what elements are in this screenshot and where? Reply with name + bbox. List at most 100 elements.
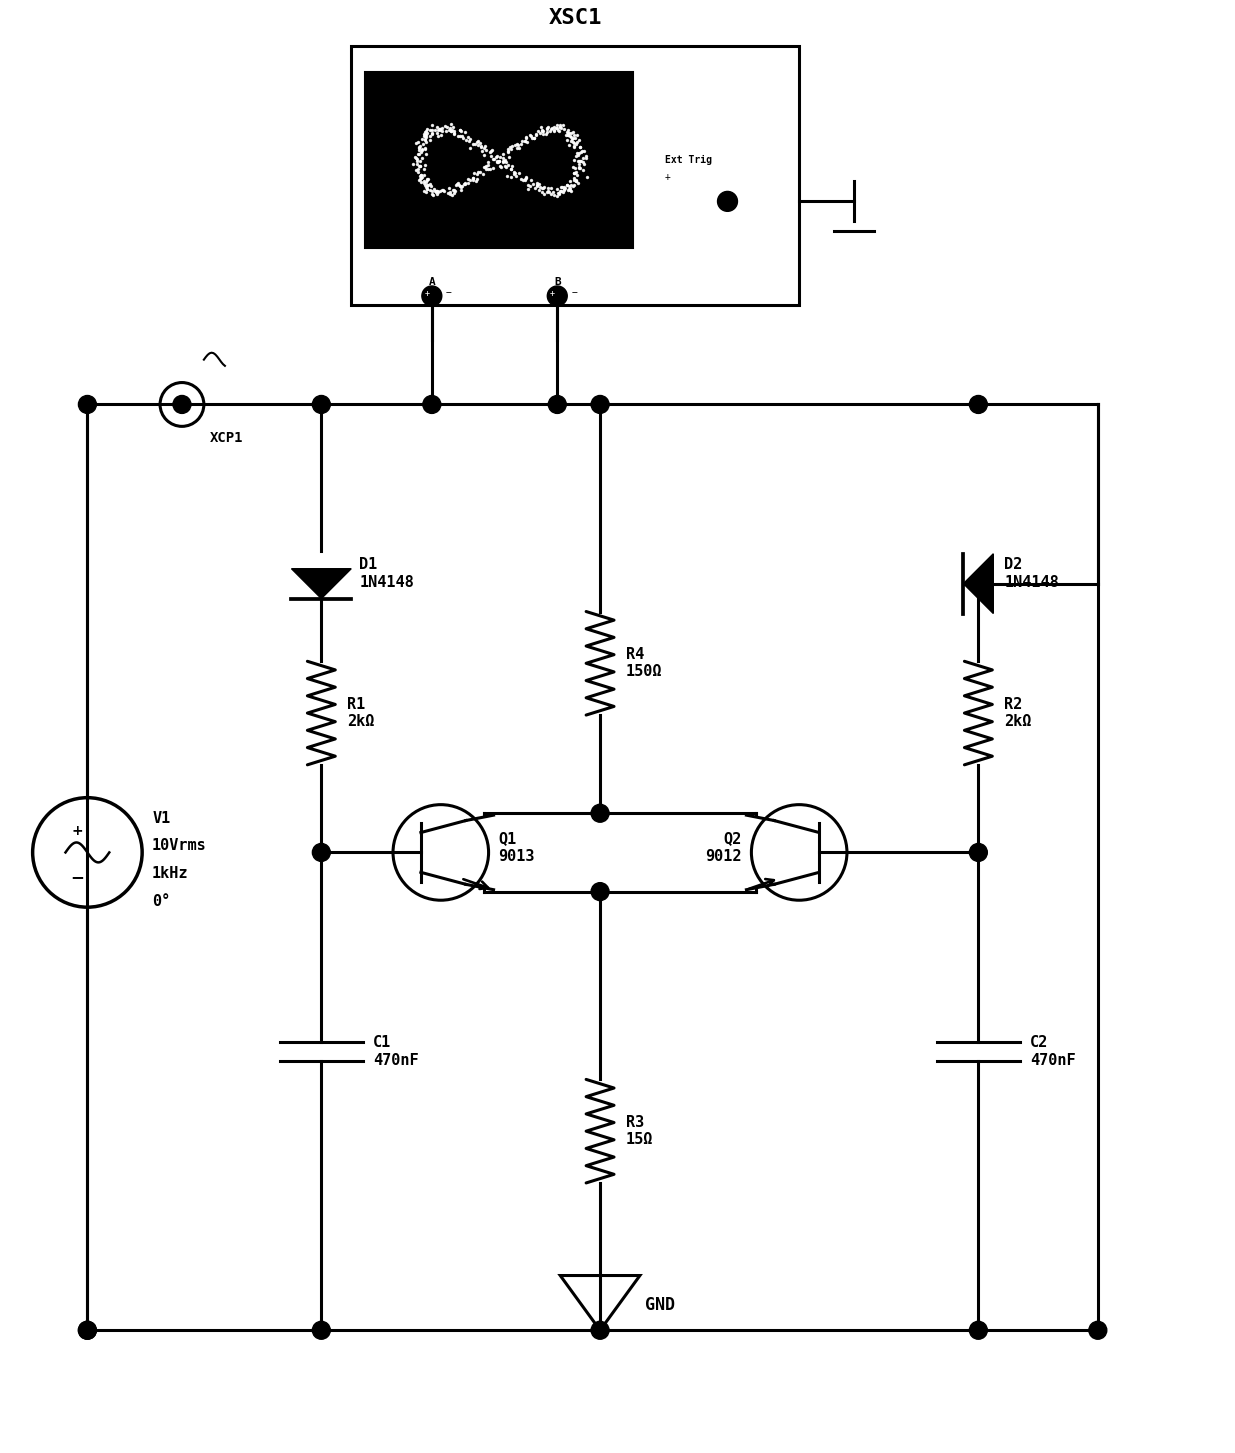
Point	[559, 134, 579, 157]
Circle shape	[592, 882, 609, 901]
Point	[527, 171, 547, 195]
Point	[454, 173, 474, 196]
Point	[427, 122, 447, 145]
Point	[566, 145, 585, 169]
Point	[450, 118, 469, 141]
Point	[541, 176, 561, 199]
Point	[495, 155, 515, 179]
Point	[569, 153, 589, 176]
Point	[550, 182, 569, 205]
Point	[573, 151, 593, 174]
Point	[494, 142, 514, 166]
Circle shape	[718, 192, 737, 211]
Point	[480, 141, 500, 164]
Point	[520, 124, 540, 147]
Point	[410, 154, 430, 177]
Circle shape	[969, 395, 987, 414]
Point	[574, 153, 594, 176]
Text: −: −	[572, 289, 577, 298]
Point	[541, 182, 561, 205]
Text: XCP1: XCP1	[210, 432, 243, 445]
Point	[410, 164, 430, 187]
Point	[568, 150, 588, 173]
Point	[569, 135, 589, 158]
Point	[563, 167, 583, 190]
Point	[503, 154, 522, 177]
Point	[429, 118, 448, 141]
Point	[422, 183, 442, 206]
Point	[573, 158, 593, 182]
Point	[569, 148, 589, 171]
Point	[410, 134, 430, 157]
Point	[406, 158, 426, 182]
Point	[453, 126, 473, 150]
Point	[474, 142, 494, 166]
Point	[498, 164, 517, 187]
Point	[471, 134, 490, 157]
Point	[463, 167, 483, 190]
Point	[504, 163, 524, 186]
Point	[405, 145, 425, 169]
Point	[535, 182, 555, 205]
Point	[416, 176, 436, 199]
Point	[422, 122, 442, 145]
Point	[537, 180, 557, 203]
Point	[489, 150, 509, 173]
Point	[561, 125, 580, 148]
Point	[557, 121, 577, 144]
Point	[466, 132, 485, 155]
Point	[446, 174, 466, 198]
Point	[564, 132, 584, 155]
Point	[483, 139, 503, 163]
Point	[442, 116, 462, 139]
Point	[498, 154, 517, 177]
Text: B: B	[553, 278, 561, 288]
Point	[534, 119, 553, 142]
Text: D2
1N4148: D2 1N4148	[1004, 558, 1058, 590]
Point	[468, 161, 488, 185]
Point	[538, 116, 558, 139]
Point	[454, 121, 474, 144]
Point	[494, 150, 514, 173]
Text: R3
15Ω: R3 15Ω	[626, 1114, 653, 1148]
Point	[463, 166, 483, 189]
Point	[415, 154, 435, 177]
Point	[545, 115, 564, 138]
Point	[506, 132, 526, 155]
Point	[475, 158, 495, 182]
Text: Q2
9012: Q2 9012	[705, 831, 741, 863]
Point	[559, 121, 579, 144]
Point	[406, 145, 426, 169]
Point	[430, 119, 450, 142]
Point	[551, 116, 571, 139]
Point	[409, 160, 429, 183]
Text: +: +	[664, 173, 671, 183]
Point	[561, 121, 580, 144]
Point	[461, 128, 480, 151]
Point	[411, 145, 431, 169]
Point	[567, 132, 587, 155]
Point	[569, 155, 589, 179]
Point	[414, 170, 433, 193]
Point	[408, 150, 427, 173]
Text: −: −	[446, 289, 452, 298]
Point	[430, 179, 450, 202]
Point	[564, 157, 584, 180]
Point	[406, 147, 426, 170]
Point	[411, 166, 431, 189]
Point	[494, 150, 514, 173]
Point	[410, 154, 430, 177]
Point	[542, 116, 562, 139]
Point	[564, 161, 584, 185]
Point	[569, 150, 589, 173]
Point	[456, 128, 475, 151]
Point	[410, 167, 430, 190]
Circle shape	[312, 395, 330, 414]
Point	[424, 177, 443, 201]
Point	[417, 177, 437, 201]
Point	[537, 118, 557, 141]
Point	[417, 173, 437, 196]
Point	[524, 126, 543, 150]
Point	[566, 170, 585, 193]
Point	[557, 174, 577, 198]
